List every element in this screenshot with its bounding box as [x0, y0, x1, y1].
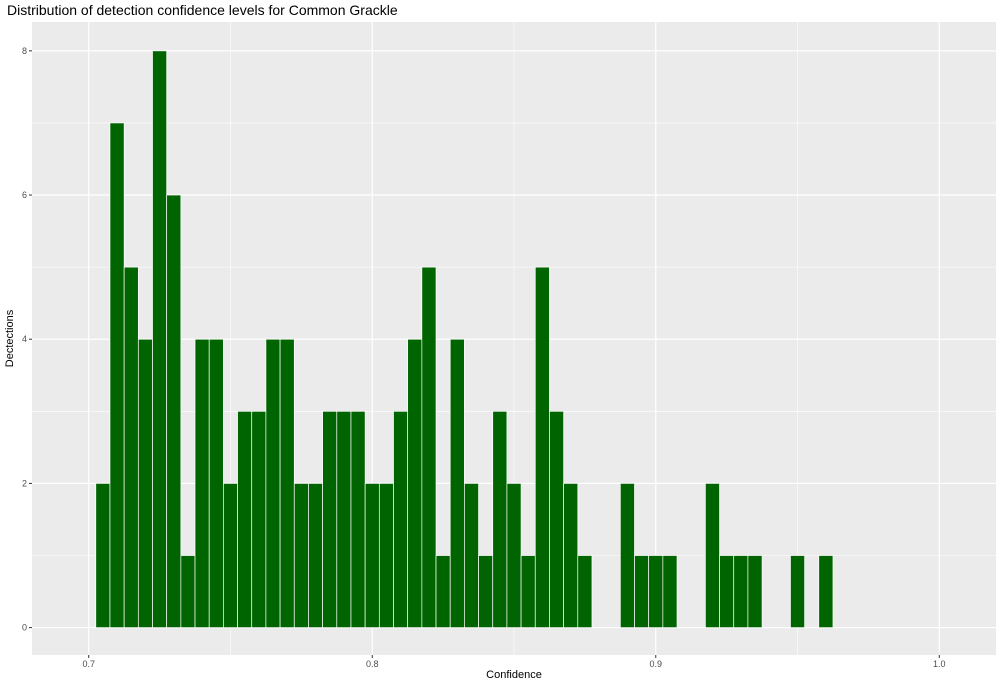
histogram-bar [109, 122, 125, 628]
histogram-bar [152, 50, 168, 628]
chart-title: Distribution of detection confidence lev… [7, 2, 398, 18]
histogram-bar [719, 555, 735, 628]
histogram-bar [237, 410, 253, 628]
x-tick-label: 0.7 [82, 659, 95, 669]
histogram-bar [534, 266, 550, 628]
histogram-bar [563, 483, 579, 628]
histogram-bar [549, 410, 564, 628]
histogram-bar [733, 555, 749, 628]
histogram-bar [435, 555, 451, 628]
histogram-bar [520, 555, 536, 628]
histogram-bar [194, 338, 210, 628]
histogram-bar [478, 555, 494, 628]
histogram-bar [492, 410, 508, 628]
histogram-bar [279, 338, 295, 628]
x-tick-label: 1.0 [933, 659, 946, 669]
histogram-bar [223, 483, 238, 628]
histogram-bar [747, 555, 763, 628]
histogram-bar [407, 338, 423, 628]
histogram-bar [364, 483, 380, 628]
y-tick-label: 0 [22, 623, 27, 633]
histogram-bar [705, 483, 720, 628]
histogram-bar [619, 483, 635, 628]
histogram-bar [293, 483, 309, 628]
histogram-bar [180, 555, 196, 628]
histogram-bar [123, 266, 139, 628]
histogram-bar [818, 555, 834, 628]
y-tick-label: 6 [22, 190, 27, 200]
histogram-bar [449, 338, 465, 628]
histogram-bar [208, 338, 224, 628]
histogram-bar [577, 555, 593, 628]
histogram-bar [251, 410, 267, 628]
x-tick-label: 0.9 [650, 659, 663, 669]
histogram-bar [137, 338, 153, 628]
x-axis: 0.7 0.8 0.9 1.0 [82, 655, 946, 669]
histogram-bar [393, 410, 409, 628]
histogram-bar [95, 483, 111, 628]
histogram-bar [308, 483, 323, 628]
histogram-bars [95, 50, 834, 628]
histogram-bar [464, 483, 479, 628]
y-tick-label: 2 [22, 478, 27, 488]
x-axis-title: Confidence [486, 669, 542, 681]
histogram-bar [648, 555, 664, 628]
histogram-bar [166, 194, 182, 628]
y-axis: 0 2 4 6 8 [22, 46, 32, 633]
y-tick-label: 4 [22, 334, 27, 344]
y-axis-title: Dectections [4, 309, 16, 367]
histogram-bar [506, 483, 522, 628]
histogram-bar [421, 266, 437, 628]
histogram-bar [265, 338, 281, 628]
histogram-bar [790, 555, 805, 628]
histogram-bar [378, 483, 394, 628]
histogram-bar [634, 555, 650, 628]
histogram-bar [662, 555, 678, 628]
y-tick-label: 8 [22, 46, 27, 56]
histogram-bar [336, 410, 352, 628]
histogram-bar [350, 410, 366, 628]
histogram-bar [322, 410, 338, 628]
x-tick-label: 0.8 [366, 659, 379, 669]
